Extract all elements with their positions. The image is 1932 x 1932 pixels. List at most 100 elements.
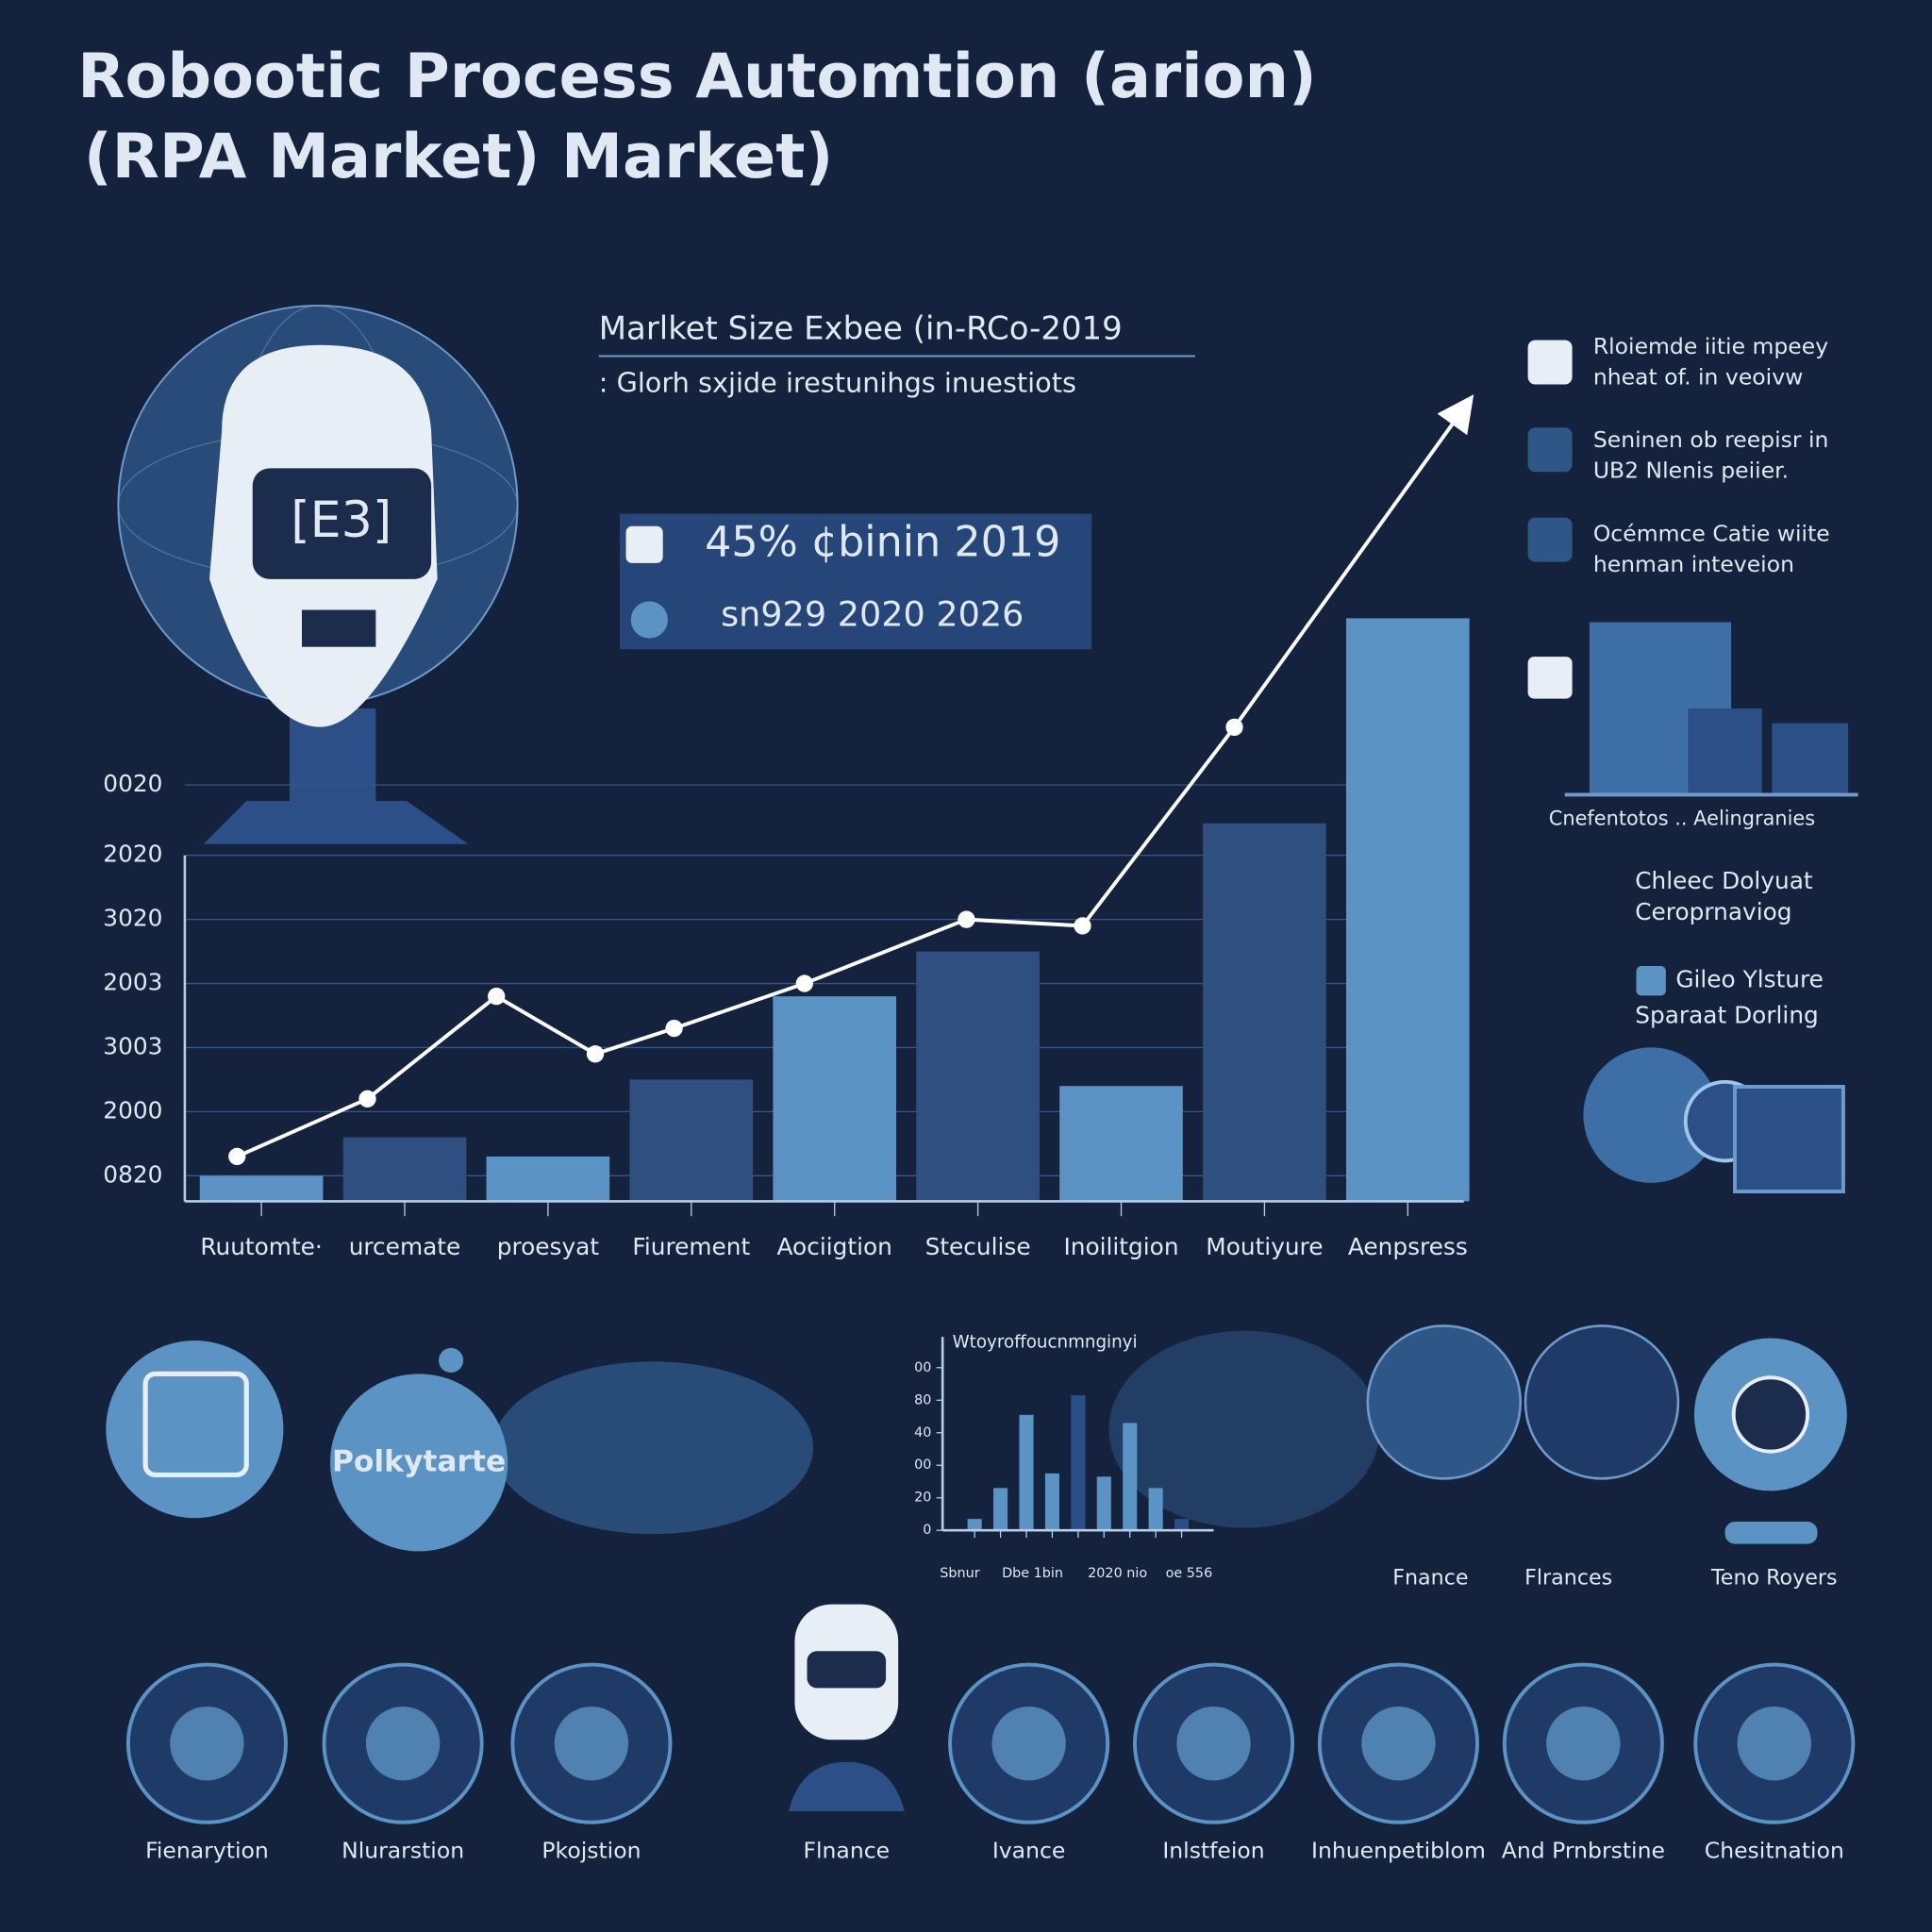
chart-title: Wtoyroffoucnmnginyi <box>953 1333 1138 1353</box>
icon-glyph <box>991 1706 1066 1781</box>
bar <box>1044 1473 1059 1531</box>
x-tick-label: Moutiyure <box>1206 1233 1323 1260</box>
x-tick-label: Inoilitgion <box>1063 1233 1178 1260</box>
x-tick-label: proesyat <box>497 1233 600 1260</box>
bar <box>342 1137 467 1202</box>
svg-text:[E3]: [E3] <box>291 492 391 549</box>
bar <box>486 1156 610 1202</box>
side-list-text: Océmmce Catie wiite <box>1593 520 1830 546</box>
line-point <box>586 1045 605 1063</box>
bar <box>199 1175 324 1202</box>
y-tick-label: 2020 <box>103 841 162 868</box>
side-list-text: nheat of. in veoivw <box>1593 363 1804 390</box>
y-tick-label: 2003 <box>103 969 162 996</box>
icon-glyph <box>554 1706 629 1781</box>
callout-main: 45% ¢binin 2019 <box>705 518 1060 566</box>
icon-glyph <box>1737 1706 1811 1781</box>
line <box>236 394 1474 1158</box>
robot-figure <box>788 1761 905 1811</box>
side-list-text: Seninen ob reepisr in <box>1593 426 1829 453</box>
figure-caption: Cnefentotos .. Aelingranies <box>1549 808 1815 830</box>
bottom-label: Nlurarstion <box>341 1838 464 1864</box>
y-tick-label: 20 <box>914 1491 931 1506</box>
globe-label: Flrances <box>1524 1566 1612 1591</box>
side-text: Ceroprnaviog <box>1635 898 1791 925</box>
callout-icon <box>630 601 668 639</box>
x-tick-label: Fiurement <box>632 1233 750 1260</box>
bar <box>967 1519 982 1531</box>
x-tick-label: Ruutomte· <box>200 1233 322 1260</box>
bubble-label: Polkytarte <box>332 1444 506 1478</box>
bottom-label: Pkojstion <box>541 1838 641 1864</box>
axis-label: oe 556 <box>1166 1566 1213 1581</box>
line-point <box>958 910 975 928</box>
globe-label: Teno Royers <box>1710 1566 1838 1591</box>
bottom-label: Inlstfeion <box>1162 1838 1264 1864</box>
side-list-text: henman inteveion <box>1593 551 1794 577</box>
line-point <box>358 1090 376 1108</box>
bottom-label: Inhuenpetiblom <box>1311 1838 1486 1864</box>
bar <box>1203 823 1326 1202</box>
x-tick-label: Aociigtion <box>777 1233 892 1260</box>
map-decoration <box>106 1324 1847 1544</box>
subtitle: Marlket Size Exbee (in-RCo-2019 <box>599 310 1123 348</box>
globe-label: Fnance <box>1392 1566 1468 1591</box>
line-point <box>488 987 506 1006</box>
bottom-label: Flnance <box>803 1838 890 1864</box>
x-tick-label: urcemate <box>349 1233 461 1260</box>
y-tick-label: 3020 <box>103 905 162 932</box>
bar <box>1059 1086 1183 1202</box>
axis-label: Sbnur <box>940 1566 979 1581</box>
bubble <box>330 1374 508 1552</box>
bottom-label: And Prnbrstine <box>1502 1838 1665 1864</box>
title-line: Robootic Process Automtion (arion) <box>77 41 1317 112</box>
y-tick-label: 40 <box>914 1425 931 1441</box>
robot-illustration: [E3] <box>117 304 519 844</box>
bottom-label: Fienarytion <box>145 1838 269 1864</box>
axis-label: Dbe 1bin <box>1002 1566 1063 1581</box>
y-tick-label: 80 <box>914 1392 931 1407</box>
icon-glyph <box>1546 1706 1621 1781</box>
bottom-label: Chesitnation <box>1705 1838 1844 1864</box>
x-tick-label: Steculise <box>925 1233 1031 1260</box>
axis-label: 2020 nio <box>1088 1566 1147 1581</box>
icon-glyph <box>170 1706 244 1781</box>
bar <box>993 1488 1008 1531</box>
side-text: Sparaat Dorling <box>1635 1002 1819 1029</box>
x-tick-label: Aenpsress <box>1348 1233 1468 1260</box>
line-point <box>795 974 813 992</box>
bar <box>1174 1519 1190 1531</box>
side-text: Chleec Dolyuat <box>1635 867 1813 894</box>
icon-glyph <box>365 1706 441 1781</box>
bar <box>1345 618 1470 1202</box>
bar <box>1071 1395 1086 1531</box>
bar <box>1123 1423 1138 1531</box>
title-line: (RPA Market) Market) <box>84 121 834 192</box>
y-tick-label: 00 <box>914 1360 931 1375</box>
callout-box <box>619 513 1092 650</box>
side-list-text: UB2 Nlenis peiier. <box>1593 458 1789 484</box>
side-text: Gileo Ylsture <box>1675 966 1824 993</box>
bar <box>1019 1414 1034 1531</box>
robot-visor <box>807 1651 887 1689</box>
bar <box>773 996 897 1202</box>
side-icons <box>1527 340 1858 1193</box>
line-point <box>228 1147 246 1166</box>
bar <box>629 1079 754 1202</box>
callout-sub: sn929 2020 2026 <box>721 594 1024 635</box>
bottom-label: Ivance <box>992 1838 1066 1864</box>
y-tick-label: 0020 <box>103 770 162 797</box>
y-tick-label: 2000 <box>103 1096 162 1124</box>
bar <box>1148 1488 1163 1531</box>
line-point <box>1225 718 1243 737</box>
y-tick-label: 00 <box>914 1457 931 1473</box>
y-tick-label: 3003 <box>103 1032 162 1059</box>
y-tick-label: 0820 <box>103 1160 162 1188</box>
icon-glyph <box>1176 1706 1251 1781</box>
caption: : Glorh sxjide irestunihgs inuestiots <box>599 367 1076 399</box>
icon-glyph <box>1361 1706 1436 1781</box>
y-tick-label: 0 <box>923 1523 931 1538</box>
bar <box>916 951 1040 1202</box>
line-point <box>1074 917 1091 935</box>
